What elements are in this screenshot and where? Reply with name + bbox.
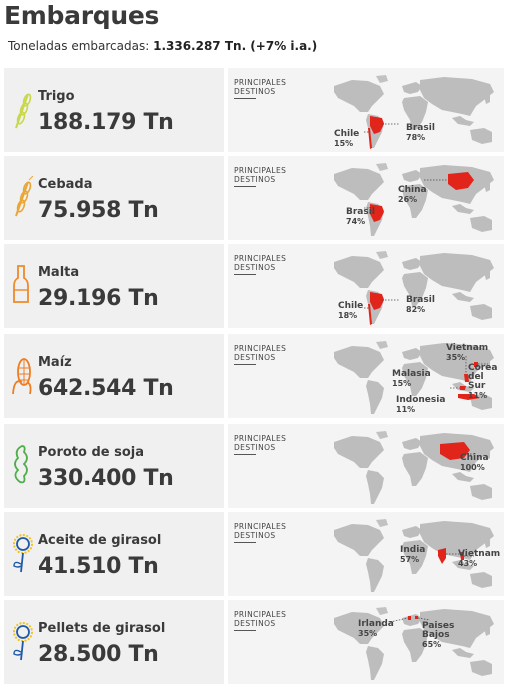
world-map [334, 75, 494, 149]
destination-label: Irlanda 35% [358, 619, 394, 639]
sunflower-icon [13, 534, 33, 573]
destination-label: Malasia 15% [392, 369, 431, 389]
heading-underline [234, 186, 256, 187]
destination-label: China 26% [398, 185, 427, 205]
destinations-map-panel: PRINCIPALES DESTINOS Brasil 78% Chile 15% [228, 68, 504, 152]
product-amount: 29.196 Tn [38, 286, 159, 311]
product-amount: 28.500 Tn [38, 642, 159, 667]
product-amount: 75.958 Tn [38, 198, 159, 223]
malt-glass-icon [13, 265, 29, 303]
sunflower-icon [13, 622, 33, 661]
destinations-map-panel: PRINCIPALES DESTINOS China 26% Brasil 74% [228, 156, 504, 240]
destination-label: Brasil 78% [406, 123, 435, 143]
total-tonnage: 1.336.287 Tn. (+7% i.a.) [153, 39, 318, 53]
highlight-brasil [370, 292, 384, 310]
destinations-heading: PRINCIPALES DESTINOS [234, 78, 287, 96]
world-map [334, 431, 494, 504]
product-summary: Trigo 188.179 Tn [4, 68, 224, 152]
product-summary: Poroto de soja 330.400 Tn [4, 424, 224, 508]
highlight-china [440, 442, 470, 460]
destination-label: Paises Bajos 65% [422, 621, 455, 650]
destinations-map-panel: PRINCIPALES DESTINOS China 100% [228, 424, 504, 508]
product-name: Pellets de girasol [38, 621, 166, 636]
product-name: Aceite de girasol [38, 533, 162, 548]
product-card-malta: Malta 29.196 Tn PRINCIPALES DESTINOS Bras… [4, 244, 504, 328]
highlight-corea [474, 362, 478, 367]
destinations-map-panel: PRINCIPALES DESTINOS Irlanda 35% Paises Ba… [228, 600, 504, 684]
product-summary: Maíz 642.544 Tn [4, 334, 224, 418]
highlight-vietnam [460, 552, 464, 560]
page-title: Embarques [4, 1, 160, 30]
product-card-aceite-girasol: Aceite de girasol 41.510 Tn PRINCIPALES D… [4, 512, 504, 596]
barley-icon [15, 176, 34, 217]
corn-icon [12, 358, 32, 395]
destination-label: China 100% [460, 453, 489, 473]
product-card-pellets-girasol: Pellets de girasol 28.500 Tn PRINCIPALES… [4, 600, 504, 684]
heading-underline [234, 98, 256, 99]
world-map [334, 519, 494, 592]
product-amount: 188.179 Tn [38, 110, 174, 135]
soybean-icon [14, 445, 28, 484]
product-card-trigo: Trigo 188.179 Tn PRINCIPALES DESTINOS Bra… [4, 68, 504, 152]
world-map [334, 341, 494, 414]
highlight-india [438, 548, 446, 564]
highlight-brasil [370, 204, 384, 222]
product-amount: 330.400 Tn [38, 466, 174, 491]
world-map [334, 163, 494, 236]
heading-underline [234, 630, 256, 631]
destination-label: Vietnam 43% [458, 549, 501, 569]
destinations-heading: PRINCIPALES DESTINOS [234, 344, 287, 362]
wheat-icon [15, 93, 32, 129]
product-card-cebada: Cebada 75.958 Tn PRINCIPALES DESTINOS Chi… [4, 156, 504, 240]
highlight-chile [368, 304, 372, 325]
heading-underline [234, 542, 256, 543]
page-subtitle: Toneladas embarcadas: 1.336.287 Tn. (+7%… [8, 39, 318, 53]
product-name: Malta [38, 265, 80, 280]
highlight-malasia [460, 386, 466, 390]
heading-underline [234, 454, 256, 455]
destinations-heading: PRINCIPALES DESTINOS [234, 522, 287, 540]
destinations-heading: PRINCIPALES DESTINOS [234, 254, 287, 272]
highlight-brasil [370, 116, 384, 134]
highlight-paises-bajos [415, 616, 418, 619]
product-summary: Malta 29.196 Tn [4, 244, 224, 328]
product-card-maiz: Maíz 642.544 Tn PRINCIPALES DESTINOS Viet… [4, 334, 504, 418]
highlight-irlanda [408, 616, 411, 620]
world-map [334, 251, 494, 325]
product-summary: Pellets de girasol 28.500 Tn [4, 600, 224, 684]
destination-label: India 57% [400, 545, 426, 565]
highlight-china [448, 172, 474, 190]
product-name: Trigo [38, 89, 75, 104]
product-summary: Cebada 75.958 Tn [4, 156, 224, 240]
destination-label: Chile 18% [338, 301, 364, 321]
destinations-heading: PRINCIPALES DESTINOS [234, 610, 287, 628]
product-card-soja: Poroto de soja 330.400 Tn PRINCIPALES DES… [4, 424, 504, 508]
destinations-heading: PRINCIPALES DESTINOS [234, 166, 287, 184]
destination-label: Indonesia 11% [396, 395, 446, 415]
destination-label: Brasil 74% [346, 207, 375, 227]
destinations-map-panel: PRINCIPALES DESTINOS Brasil 82% Chile 18% [228, 244, 504, 328]
heading-underline [234, 274, 256, 275]
destination-label: Vietnam 35% [446, 343, 489, 363]
product-amount: 642.544 Tn [38, 376, 174, 401]
highlight-chile [368, 128, 372, 149]
destinations-map-panel: PRINCIPALES DESTINOS Vietnam 35% Malasia 15… [228, 334, 504, 418]
highlight-indonesia [458, 394, 480, 400]
product-name: Maíz [38, 355, 72, 370]
destinations-heading: PRINCIPALES DESTINOS [234, 434, 287, 452]
destination-label: Chile 15% [334, 129, 360, 149]
product-summary: Aceite de girasol 41.510 Tn [4, 512, 224, 596]
world-map [334, 607, 494, 680]
highlight-vietnam [464, 374, 469, 382]
destinations-map-panel: PRINCIPALES DESTINOS India 57% Vietnam 43% [228, 512, 504, 596]
destination-label: Corea del Sur 11% [468, 363, 498, 401]
destination-label: Brasil 82% [406, 295, 435, 315]
product-name: Poroto de soja [38, 445, 145, 460]
product-amount: 41.510 Tn [38, 554, 159, 579]
heading-underline [234, 364, 256, 365]
product-name: Cebada [38, 177, 93, 192]
